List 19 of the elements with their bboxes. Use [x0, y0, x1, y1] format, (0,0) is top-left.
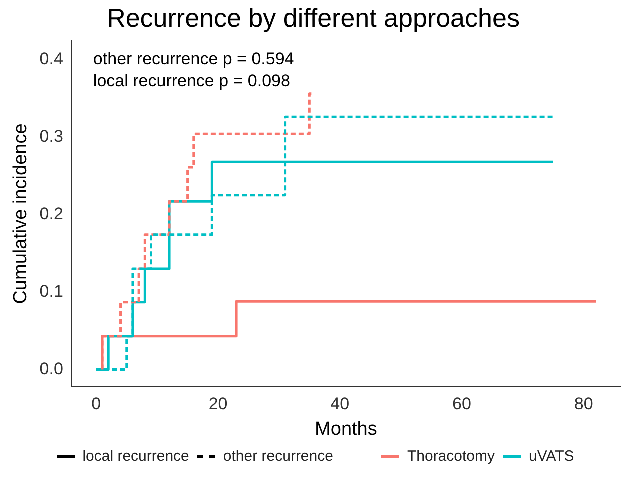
annotation: local recurrence p = 0.098 — [93, 71, 290, 90]
x-tick-label: 20 — [208, 394, 228, 414]
legend-label: Thoracotomy — [407, 448, 496, 465]
y-tick-label: 0.0 — [40, 359, 64, 378]
x-tick-label: 40 — [330, 394, 350, 414]
chart-title: Recurrence by different approaches — [107, 2, 520, 33]
x-tick-label: 60 — [452, 394, 472, 414]
text: local recurrence — [82, 448, 190, 465]
y-tick-label: 0.1 — [40, 282, 64, 301]
legend-label: uVATS — [529, 448, 574, 465]
y-tick-label: 0.2 — [40, 204, 64, 224]
y-axis-title: Cumulative incidence — [10, 124, 32, 304]
x-tick-label: 0 — [92, 394, 102, 414]
text: other recurrence — [223, 448, 334, 465]
x-axis-title: Months — [315, 418, 378, 440]
y-tick-label: 0.3 — [40, 126, 64, 146]
x-tick-label: 80 — [574, 394, 594, 414]
annotation: other recurrence p = 0.594 — [93, 49, 294, 68]
y-tick-label: 0.4 — [40, 49, 64, 68]
